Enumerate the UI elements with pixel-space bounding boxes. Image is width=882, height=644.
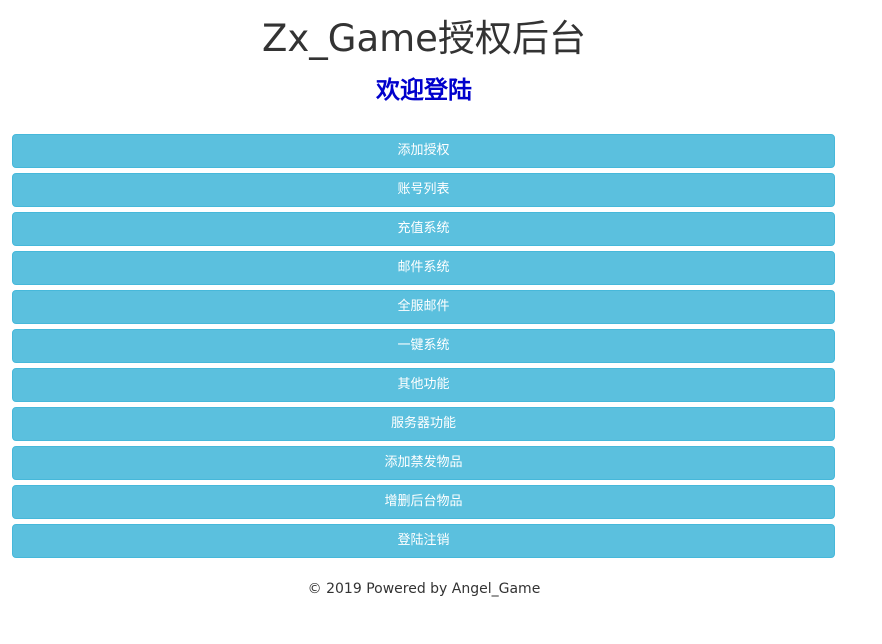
footer-copyright: © 2019 Powered by Angel_Game bbox=[307, 581, 541, 597]
logout-button[interactable]: 登陆注销 bbox=[12, 524, 835, 558]
add-banned-items-button[interactable]: 添加禁发物品 bbox=[12, 446, 835, 480]
other-functions-button[interactable]: 其他功能 bbox=[12, 368, 835, 402]
welcome-subtitle: 欢迎登陆 bbox=[376, 76, 472, 104]
manage-backend-items-button[interactable]: 增删后台物品 bbox=[12, 485, 835, 519]
recharge-system-button[interactable]: 充值系统 bbox=[12, 212, 835, 246]
add-authorization-button[interactable]: 添加授权 bbox=[12, 134, 835, 168]
server-wide-mail-button[interactable]: 全服邮件 bbox=[12, 290, 835, 324]
mail-system-button[interactable]: 邮件系统 bbox=[12, 251, 835, 285]
page-title: Zx_Game授权后台 bbox=[262, 17, 586, 60]
menu-list: 添加授权 账号列表 充值系统 邮件系统 全服邮件 一键系统 其他功能 服务器功能… bbox=[12, 134, 835, 563]
server-functions-button[interactable]: 服务器功能 bbox=[12, 407, 835, 441]
one-click-system-button[interactable]: 一键系统 bbox=[12, 329, 835, 363]
account-list-button[interactable]: 账号列表 bbox=[12, 173, 835, 207]
